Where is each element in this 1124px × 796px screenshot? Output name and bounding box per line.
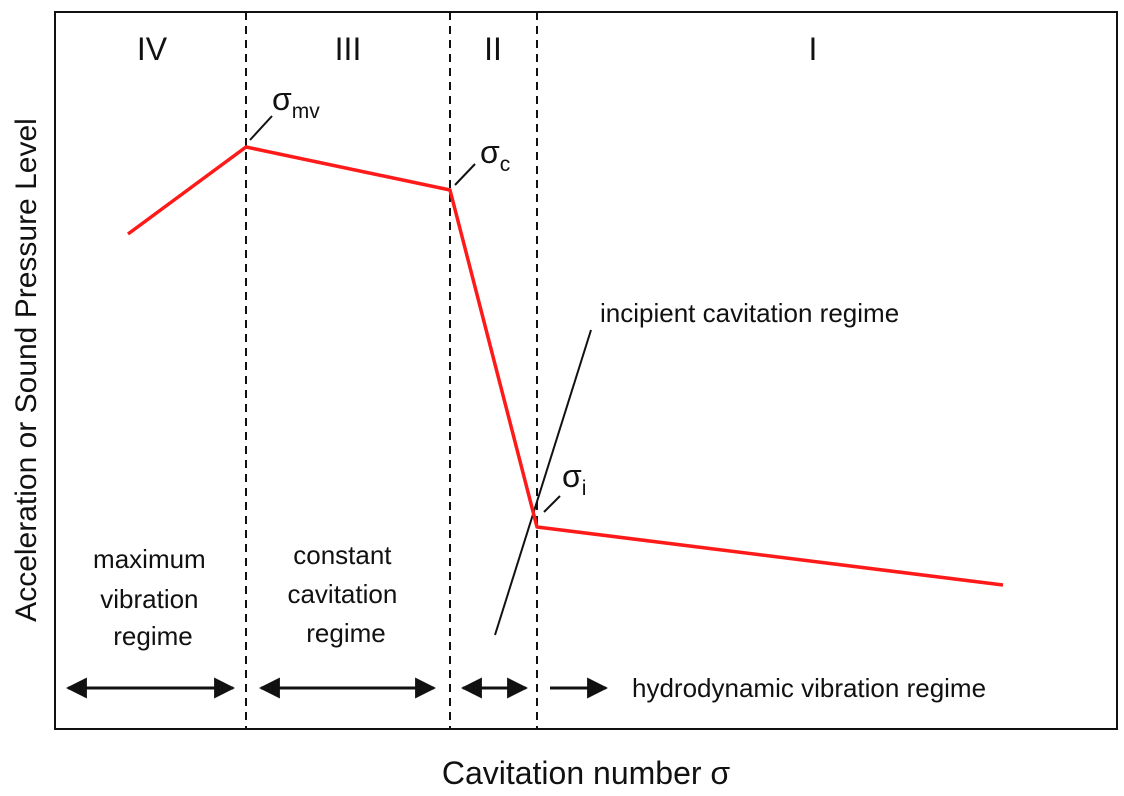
hydrodynamic-regime-label: hydrodynamic vibration regime <box>632 673 986 703</box>
region-i-label: I <box>809 31 818 67</box>
region-ii-label: II <box>484 31 502 67</box>
max-vibration-regime-label: maximum vibration regime <box>93 544 213 651</box>
x-axis-label: Cavitation number σ <box>442 755 731 791</box>
region-iv-label: IV <box>137 31 168 67</box>
incipient-tangent-line <box>494 329 592 636</box>
sigma-i-pointer <box>543 495 561 513</box>
sigma-i-label: σi <box>562 458 586 500</box>
y-axis-label: Acceleration or Sound Pressure Level <box>10 118 43 622</box>
plot-frame <box>54 11 1118 730</box>
response-curve <box>126 145 1004 587</box>
sigma-mv-pointer <box>249 115 273 141</box>
incipient-regime-label: incipient cavitation regime <box>600 298 899 328</box>
region-iii-label: III <box>335 31 362 67</box>
constant-cavitation-regime-label: constant cavitation regime <box>287 540 404 648</box>
sigma-c-label: σc <box>480 134 510 176</box>
sigma-mv-label: σmv <box>272 81 320 123</box>
sigma-c-pointer <box>454 163 476 186</box>
